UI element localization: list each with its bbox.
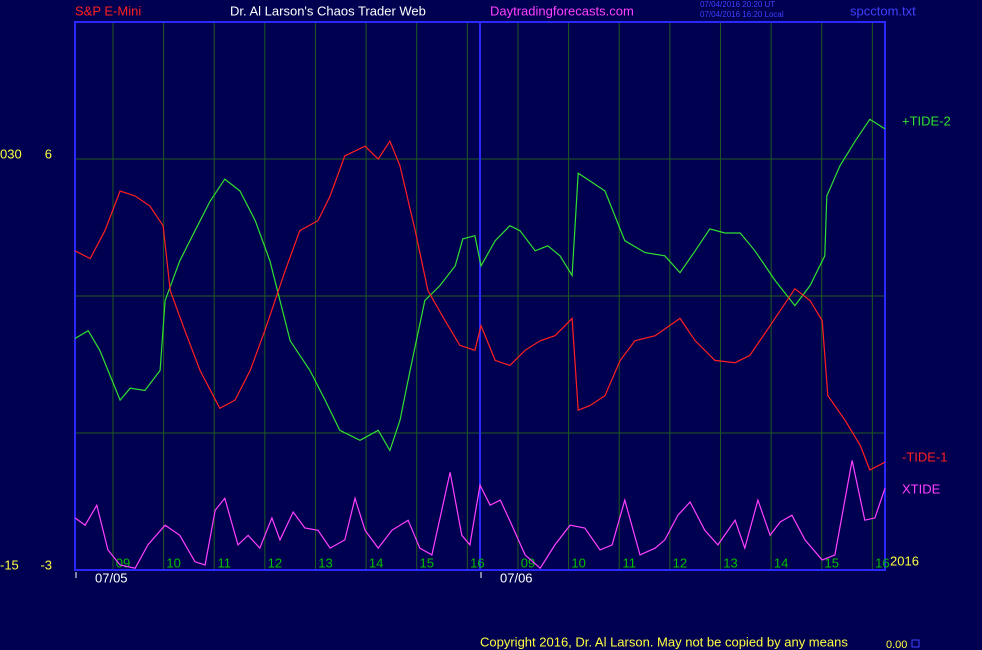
plot-border (74, 21, 886, 571)
series-line (74, 139, 886, 471)
y-tick-label: -3 (40, 557, 52, 572)
footer-value: 0.00 (886, 639, 907, 650)
file-name: spcctom.txt (850, 3, 916, 18)
footer-icon (911, 639, 920, 648)
time-local: 07/04/2016 16:20 Local (700, 10, 784, 19)
x-tick-label: 11 (217, 555, 231, 570)
symbol: S&P E-Mini (75, 3, 141, 18)
x-tick-label: 14 (774, 555, 788, 570)
x-tick-label: 12 (673, 555, 687, 570)
x-tick-label: 13 (318, 555, 332, 570)
y-tick-label: 6 (45, 146, 52, 161)
x-tick-label: 15 (419, 555, 433, 570)
x-tick-label: 13 (723, 555, 737, 570)
legend-label: -TIDE-1 (902, 450, 948, 465)
y2-tick-label: 030 (0, 146, 22, 161)
series-line (74, 118, 886, 452)
x-tick-label: 16 (875, 555, 889, 570)
year-label: 2016 (890, 553, 919, 568)
date-label: 07/06 (500, 570, 533, 585)
x-tick-label: 14 (369, 555, 383, 570)
x-tick-label: 15 (824, 555, 838, 570)
x-tick-label: 09 (521, 555, 535, 570)
x-tick-label: 16 (470, 555, 484, 570)
date-label: 07/05 (95, 570, 128, 585)
legend-label: XTIDE (902, 482, 941, 497)
site-title: Dr. Al Larson's Chaos Trader Web (230, 3, 426, 18)
x-tick-label: 12 (268, 555, 282, 570)
url: Daytradingforecasts.com (490, 3, 634, 18)
copyright: Copyright 2016, Dr. Al Larson. May not b… (480, 634, 848, 649)
x-tick-label: 10 (571, 555, 585, 570)
time-ut: 07/04/2016 20:20 UT (700, 0, 775, 9)
x-tick-label: 11 (622, 555, 636, 570)
series-line (74, 460, 886, 570)
y2-tick-label: -15 (0, 557, 19, 572)
x-tick-label: 10 (166, 555, 180, 570)
legend-label: +TIDE-2 (902, 113, 951, 128)
